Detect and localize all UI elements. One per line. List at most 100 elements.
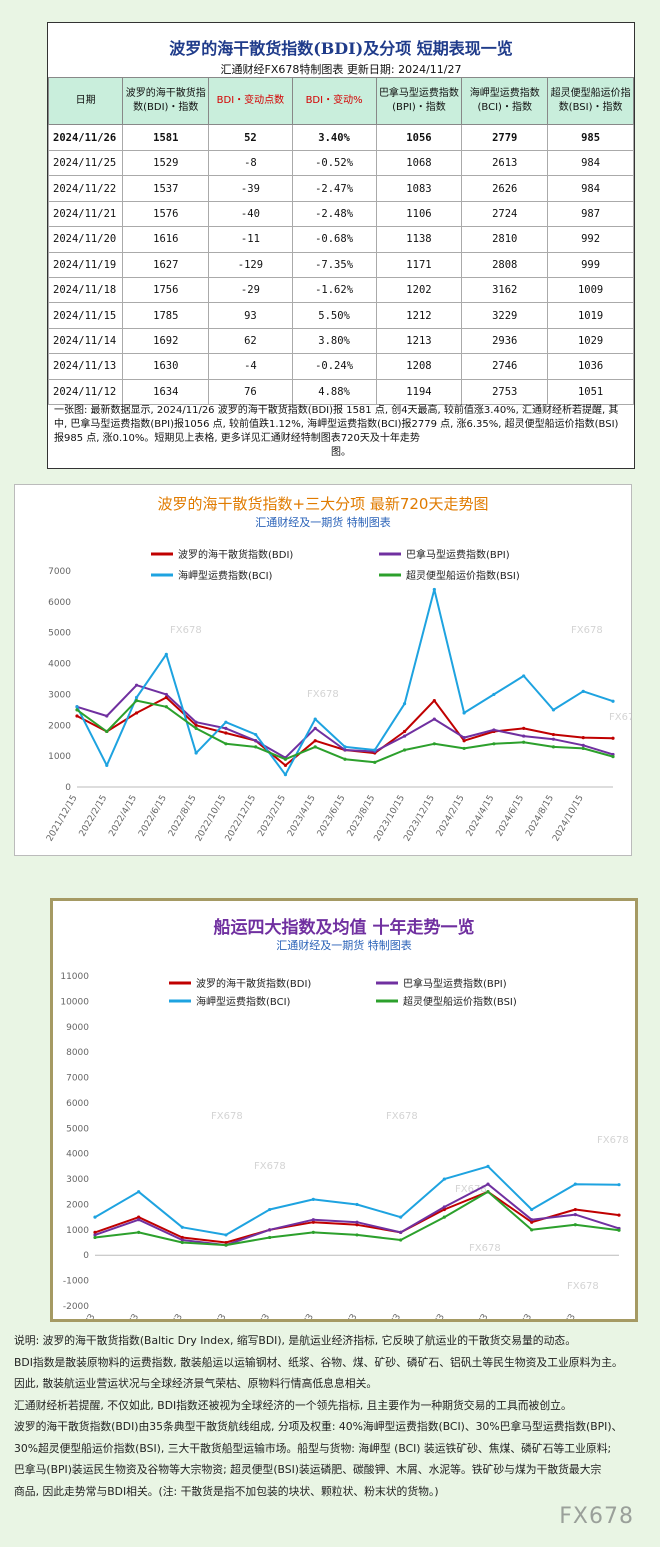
data-point xyxy=(343,745,347,749)
data-point xyxy=(75,708,79,712)
data-point xyxy=(313,717,317,721)
data-point xyxy=(283,763,288,767)
cell-bdi-change-points: -4 xyxy=(208,353,293,380)
cell-date: 2024/11/14 xyxy=(47,327,124,355)
data-point xyxy=(492,692,496,697)
data-point xyxy=(93,1230,97,1234)
data-point xyxy=(522,734,526,738)
data-point xyxy=(432,717,436,721)
cell-bci: 3229 xyxy=(461,302,549,329)
watermark-text: FX678 xyxy=(469,1243,501,1254)
data-point xyxy=(254,739,258,743)
data-point xyxy=(611,755,615,759)
data-point xyxy=(402,748,407,752)
cell-bsi: 992 xyxy=(547,226,634,253)
legend-label: 超灵便型船运价指数(BSI) xyxy=(406,569,520,582)
data-point xyxy=(581,743,585,747)
y-tick-label: 0 xyxy=(65,783,71,793)
x-tick-label: 2023/12/15 xyxy=(402,794,437,844)
cell-bsi: 1036 xyxy=(547,353,634,380)
data-point xyxy=(355,1223,359,1227)
data-point xyxy=(137,1218,141,1222)
cell-bci: 2746 xyxy=(461,353,549,380)
data-point xyxy=(551,745,556,749)
cell-bdi-change-pct: -0.24% xyxy=(291,353,377,380)
cell-bdi-change-pct: 5.50% xyxy=(291,302,377,329)
table-subtitle: 汇通财经FX678特制图表 更新日期: 2024/11/27 xyxy=(220,63,462,76)
chart1-lines xyxy=(75,587,615,777)
data-point xyxy=(551,737,556,741)
cell-bpi: 1171 xyxy=(375,251,463,278)
data-point xyxy=(486,1190,490,1194)
x-tick-label: 2024/10/15 xyxy=(551,794,586,844)
table-row: 2024/11/21 1576 -40 -2.48% 1106 2724 987 xyxy=(47,200,634,228)
cell-bdi-change-pct: -7.35% xyxy=(291,251,377,278)
cell-bci: 2779 xyxy=(461,124,549,151)
data-point xyxy=(573,1223,577,1227)
data-point xyxy=(573,1207,577,1212)
data-point xyxy=(373,760,377,764)
data-point xyxy=(530,1207,534,1212)
col-bdi-change-points: BDI・变动点数 xyxy=(208,77,293,125)
chart2-lines xyxy=(93,1164,621,1247)
data-point xyxy=(134,683,139,687)
data-point xyxy=(180,1240,184,1245)
data-point xyxy=(194,720,198,724)
y-tick-label: 2000 xyxy=(66,1200,89,1210)
table-row: 2024/11/15 1785 93 5.50% 1212 3229 1019 xyxy=(47,302,634,329)
cell-bdi: 1785 xyxy=(122,302,210,329)
cell-bdi-change-points: 76 xyxy=(208,378,293,405)
data-point xyxy=(180,1225,184,1229)
data-point xyxy=(180,1235,184,1240)
chart2-subtitle: 汇通财经及一期货 特制图表 xyxy=(276,938,412,952)
cell-bdi: 1634 xyxy=(122,378,210,405)
y-tick-label: 3000 xyxy=(48,690,71,700)
table-row: 2024/11/22 1537 -39 -2.47% 1083 2626 984 xyxy=(47,175,634,202)
desc-line: BDI指数是散装原物料的运费指数, 散装船运以运输钢材、纸浆、谷物、煤、矿砂、磷… xyxy=(14,1355,623,1369)
x-tick-label: 2024/4/15 xyxy=(465,794,497,839)
legend-label: 海岬型运费指数(BCI) xyxy=(178,569,273,582)
col-bdi-change-pct: BDI・变动% xyxy=(291,77,377,125)
data-point xyxy=(442,1177,446,1181)
cell-bdi: 1529 xyxy=(122,149,210,177)
data-point xyxy=(399,1230,403,1234)
data-point xyxy=(432,587,436,592)
cell-bdi-change-points: -11 xyxy=(208,226,293,253)
cell-bdi: 1627 xyxy=(122,251,210,278)
cell-bdi: 1616 xyxy=(122,226,210,253)
data-point xyxy=(224,1233,228,1237)
watermark-text: FX678 xyxy=(609,712,631,723)
data-point xyxy=(617,1213,621,1217)
cell-date: 2024/11/15 xyxy=(47,302,124,329)
x-tick-label: 2022/4/15 xyxy=(107,794,139,839)
x-tick-label: 2023/4/15 xyxy=(286,794,318,839)
cell-bdi-change-pct: 4.88% xyxy=(291,378,377,405)
cell-bpi: 1083 xyxy=(375,175,463,202)
data-point xyxy=(254,732,258,737)
x-tick-label: 2015/1/3 xyxy=(156,1313,185,1320)
data-point xyxy=(311,1197,315,1201)
watermark-text: FX678 xyxy=(386,1111,418,1122)
cell-bci: 2753 xyxy=(461,378,549,405)
legend-label: 海岬型运费指数(BCI) xyxy=(196,995,291,1008)
x-tick-label: 2021/12/15 xyxy=(45,794,80,844)
data-point xyxy=(224,1240,228,1245)
cell-bdi-change-pct: 3.80% xyxy=(291,327,377,355)
cell-bci: 2936 xyxy=(461,327,549,355)
data-point xyxy=(402,729,407,734)
data-point xyxy=(164,652,168,656)
y-tick-label: 1000 xyxy=(66,1226,89,1236)
data-point xyxy=(313,739,317,743)
chart2-axes: -2000 -1000 0 1000 2000 3000 4000 5000 6000 7000 8… xyxy=(60,972,619,1353)
data-point xyxy=(522,740,526,744)
cell-bci: 2810 xyxy=(461,226,549,253)
data-point xyxy=(617,1228,621,1232)
cell-date: 2024/11/19 xyxy=(47,251,124,278)
data-point xyxy=(164,695,168,700)
data-point xyxy=(432,742,436,746)
y-tick-label: -1000 xyxy=(63,1277,89,1287)
watermark-text: FX678 xyxy=(254,1161,286,1172)
cell-bdi-change-pct: -2.48% xyxy=(291,200,377,228)
x-tick-label: 2019/1/3 xyxy=(331,1313,360,1320)
y-tick-label: 9000 xyxy=(66,1023,89,1033)
